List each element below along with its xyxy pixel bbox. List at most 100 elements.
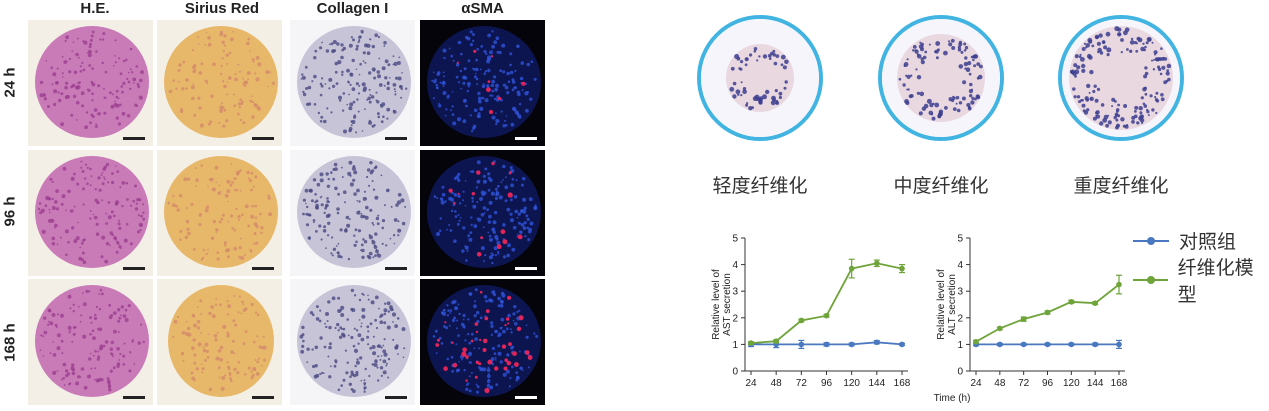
column-header-he: H.E. [80, 0, 110, 17]
x-tick-label: 96 [1042, 378, 1054, 389]
ast-secretion-chart: 0 1 2 3 4 5 24 48 72 96 120 144 168 Relative level of… [711, 234, 911, 390]
data-point [973, 338, 979, 345]
y-tick-label: 3 [957, 287, 963, 298]
data-point [1116, 281, 1122, 288]
legend-label-control: 对照组 [1179, 232, 1237, 253]
histology-tile [420, 279, 545, 405]
scale-bar [123, 267, 145, 270]
data-point [997, 325, 1003, 332]
data-point [1044, 341, 1051, 348]
legend-marker-fibrosis-model [1133, 273, 1168, 287]
data-point [899, 341, 905, 348]
data-point [1116, 341, 1122, 348]
data-point [848, 341, 855, 348]
scale-bar [252, 137, 274, 140]
data-point [1044, 309, 1051, 316]
series-line-1 [750, 262, 903, 344]
y-tick-label: 5 [957, 234, 963, 245]
row-label-24h: 24 h [1, 67, 19, 98]
x-axis-label: Time (h) [934, 393, 971, 404]
scale-bar [252, 396, 274, 399]
data-point [874, 260, 880, 267]
x-tick-label: 144 [1087, 378, 1104, 389]
histology-tile [420, 20, 545, 146]
data-point [1092, 341, 1098, 348]
row-label-168h: 168 h [1, 323, 19, 362]
alt-secretion-chart: 0 1 2 3 4 5 24 48 72 96 120 144 168 Relative level of… [934, 234, 1128, 405]
scale-bar [515, 267, 537, 270]
x-tick-label: 96 [821, 378, 833, 389]
histology-tile [290, 150, 415, 276]
scale-bar [515, 137, 537, 140]
histology-tile [157, 279, 282, 405]
y-tick-label: 4 [957, 260, 963, 271]
histology-tile [157, 150, 282, 276]
data-point [798, 341, 805, 348]
histology-tile [420, 150, 545, 276]
y-axis-label: Relative level ofAST secretion [711, 269, 733, 340]
data-point [1020, 316, 1027, 322]
scale-bar [123, 137, 145, 140]
scale-bar [515, 396, 537, 399]
mild-fibrosis-image [697, 15, 823, 141]
y-tick-label: 0 [957, 367, 963, 378]
x-tick-label: 48 [994, 378, 1006, 389]
data-point [823, 312, 830, 319]
moderate-fibrosis-image [878, 15, 1004, 141]
y-tick-label: 1 [957, 340, 963, 351]
data-point [848, 265, 855, 272]
scale-bar [123, 396, 145, 399]
x-tick-label: 168 [894, 378, 911, 389]
severe-fibrosis-image [1058, 15, 1184, 141]
x-tick-label: 72 [796, 378, 808, 389]
mild-fibrosis-label: 轻度纤维化 [712, 176, 808, 197]
data-point [997, 341, 1003, 348]
data-point [773, 338, 779, 345]
x-tick-label: 144 [868, 378, 885, 389]
legend-label-fibrosis-model: 纤维化模型 [1177, 258, 1254, 306]
y-tick-label: 1 [732, 340, 738, 351]
data-point [899, 265, 905, 272]
data-point [798, 317, 805, 324]
scale-bar [385, 396, 407, 399]
legend-marker-control [1133, 234, 1169, 248]
x-tick-label: 168 [1111, 378, 1128, 389]
column-header-asma: αSMA [461, 0, 504, 17]
histology-tile [290, 20, 415, 146]
data-point [1068, 299, 1075, 305]
y-tick-label: 2 [957, 313, 963, 324]
moderate-fibrosis-label: 中度纤维化 [893, 176, 989, 197]
legend-item-fibrosis-model: 纤维化模型 [1133, 253, 1269, 307]
column-header-collagen-i: Collagen I [316, 0, 389, 17]
data-point [1068, 341, 1075, 348]
histology-tile [28, 150, 153, 276]
scale-bar [385, 137, 407, 140]
scale-bar [385, 267, 407, 270]
data-point [1020, 341, 1027, 348]
y-tick-label: 3 [732, 287, 738, 298]
histology-tile [290, 279, 415, 405]
legend-item-control: 对照组 [1133, 227, 1236, 254]
data-point [823, 341, 830, 348]
y-axis-label: Relative level ofALT secretion [936, 269, 958, 340]
x-tick-label: 120 [1063, 378, 1080, 389]
data-point [748, 340, 754, 346]
x-tick-label: 48 [771, 378, 783, 389]
y-tick-label: 5 [732, 234, 738, 245]
y-tick-label: 2 [732, 313, 738, 324]
y-tick-label: 0 [732, 367, 738, 378]
row-label-96h: 96 h [1, 196, 19, 227]
histology-tile [28, 279, 153, 405]
x-tick-label: 72 [1018, 378, 1030, 389]
x-tick-label: 120 [843, 378, 860, 389]
column-header-sirius-red: Sirius Red [184, 0, 260, 17]
scale-bar [252, 267, 274, 270]
x-tick-label: 24 [745, 378, 757, 389]
data-point [874, 339, 880, 346]
data-point [1092, 300, 1098, 306]
histology-tile [157, 20, 282, 146]
severe-fibrosis-label: 重度纤维化 [1073, 176, 1169, 197]
y-tick-label: 4 [732, 260, 738, 271]
histology-tile [28, 20, 153, 146]
x-tick-label: 24 [970, 378, 982, 389]
